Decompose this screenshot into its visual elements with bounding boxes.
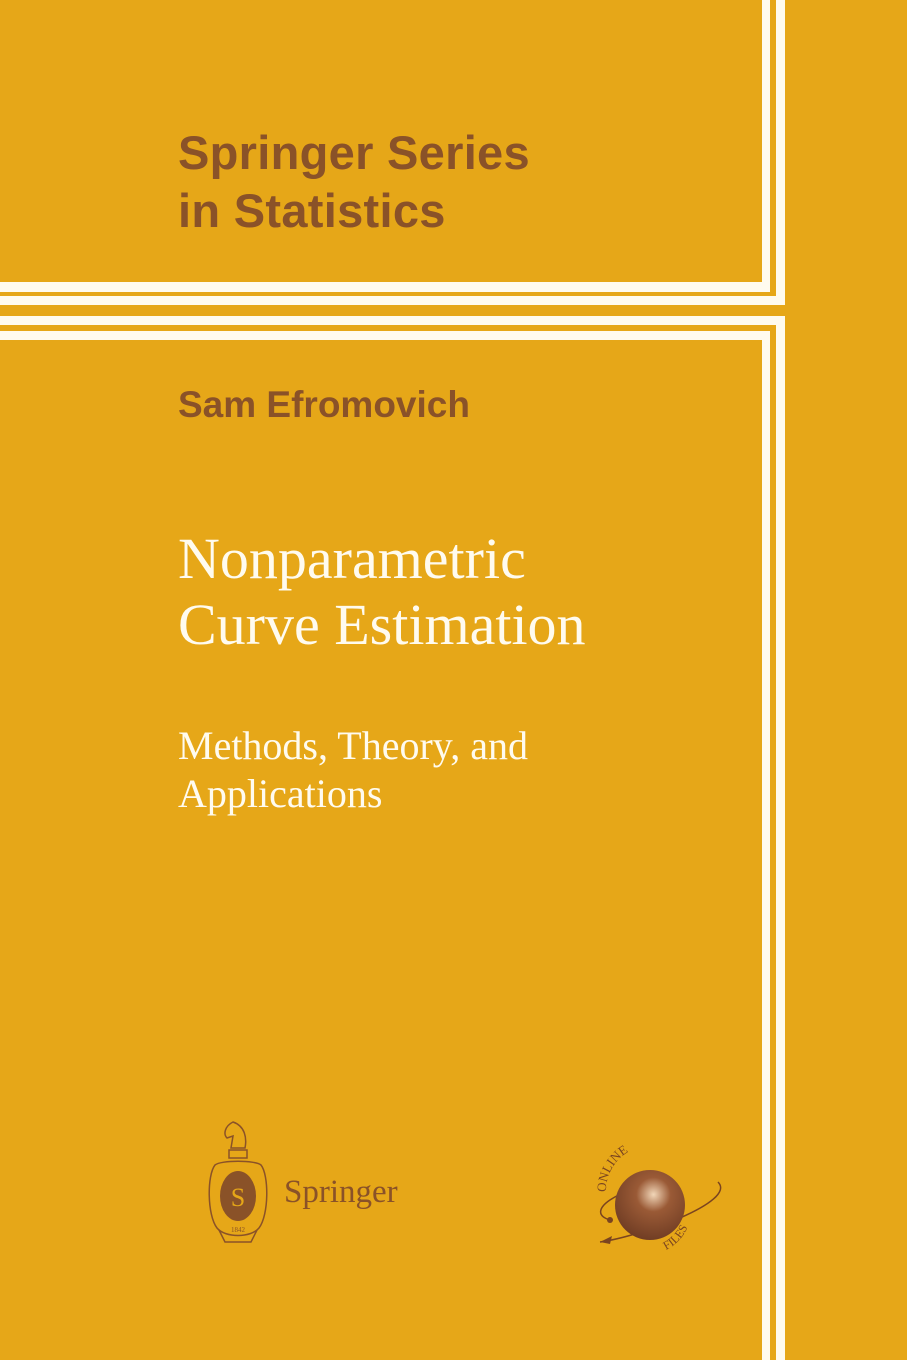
frame-line <box>0 331 770 340</box>
frame-line <box>762 331 770 1360</box>
subtitle-line-2: Applications <box>178 771 383 816</box>
online-files-globe-icon: ONLINE FILES <box>594 1142 722 1252</box>
series-line-2: in Statistics <box>178 184 446 237</box>
frame-line <box>0 296 785 305</box>
book-title: Nonparametric Curve Estimation <box>178 526 586 658</box>
subtitle-line-1: Methods, Theory, and <box>178 723 528 768</box>
title-line-1: Nonparametric <box>178 526 526 591</box>
frame-line <box>776 316 785 1360</box>
frame-line <box>776 0 785 305</box>
series-line-1: Springer Series <box>178 126 530 179</box>
book-subtitle: Methods, Theory, and Applications <box>178 722 528 818</box>
frame-line <box>0 282 770 292</box>
svg-text:S: S <box>231 1183 245 1212</box>
author: Sam Efromovich <box>178 384 470 425</box>
publisher-name: Springer <box>284 1174 398 1210</box>
springer-knight-logo-icon: S 1842 <box>208 1121 268 1243</box>
frame-line <box>762 0 770 292</box>
title-line-2: Curve Estimation <box>178 592 586 657</box>
series-title: Springer Series in Statistics <box>178 124 530 240</box>
frame-line <box>0 316 785 325</box>
svg-text:1842: 1842 <box>231 1226 246 1234</box>
